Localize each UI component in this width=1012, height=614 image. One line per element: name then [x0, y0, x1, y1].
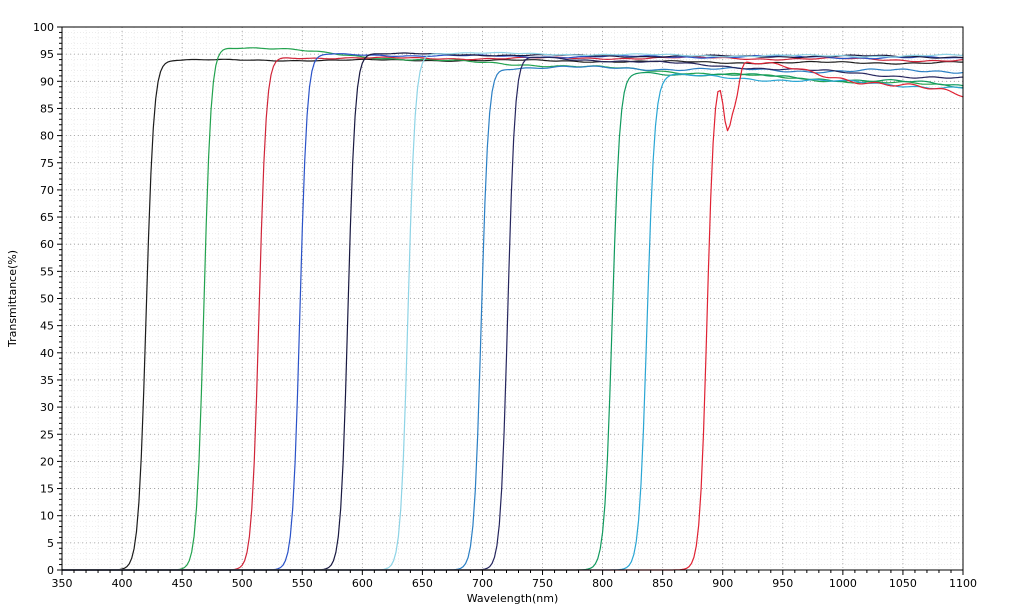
axis-tick-labels: 350 400 450 500 550 600 650 700 750 800 850 900 950 1… — [33, 21, 977, 590]
x-axis-title: Wavelength(nm) — [467, 592, 559, 605]
series-lines — [61, 47, 964, 571]
y-tick-label: 80 — [40, 130, 54, 143]
y-tick-label: 40 — [40, 347, 54, 360]
y-tick-label: 50 — [40, 293, 54, 306]
x-tick-label: 700 — [472, 577, 493, 590]
x-tick-label: 1100 — [949, 577, 977, 590]
x-tick-label: 500 — [232, 577, 253, 590]
y-tick-label: 55 — [40, 265, 54, 278]
x-tick-label: 600 — [352, 577, 373, 590]
x-tick-label: 1050 — [889, 577, 917, 590]
x-tick-label: 400 — [112, 577, 133, 590]
y-tick-label: 95 — [40, 48, 54, 61]
y-tick-label: 10 — [40, 510, 54, 523]
y-tick-label: 90 — [40, 75, 54, 88]
y-tick-label: 25 — [40, 428, 54, 441]
y-tick-label: 60 — [40, 238, 54, 251]
x-tick-label: 800 — [592, 577, 613, 590]
y-tick-label: 30 — [40, 401, 54, 414]
y-tick-label: 15 — [40, 483, 54, 496]
y-tick-label: 65 — [40, 211, 54, 224]
y-tick-label: 75 — [40, 157, 54, 170]
axis-ticks — [57, 26, 964, 575]
y-tick-label: 45 — [40, 320, 54, 333]
y-tick-label: 0 — [47, 564, 54, 577]
y-tick-label: 5 — [47, 537, 54, 550]
y-tick-label: 85 — [40, 102, 54, 115]
y-axis-title: Transmittance(%) — [6, 250, 19, 348]
x-tick-label: 650 — [412, 577, 433, 590]
series-line-longpass-420nm — [61, 58, 964, 571]
series-line-longpass-470nm — [61, 47, 964, 571]
x-tick-label: 750 — [532, 577, 553, 590]
x-tick-label: 900 — [712, 577, 733, 590]
x-tick-label: 1000 — [829, 577, 857, 590]
x-tick-label: 950 — [772, 577, 793, 590]
x-tick-label: 450 — [172, 577, 193, 590]
x-tick-label: 550 — [292, 577, 313, 590]
x-tick-label: 350 — [52, 577, 73, 590]
y-tick-label: 20 — [40, 455, 54, 468]
y-tick-label: 100 — [33, 21, 54, 34]
y-tick-label: 70 — [40, 184, 54, 197]
y-tick-label: 35 — [40, 374, 54, 387]
x-tick-label: 850 — [652, 577, 673, 590]
